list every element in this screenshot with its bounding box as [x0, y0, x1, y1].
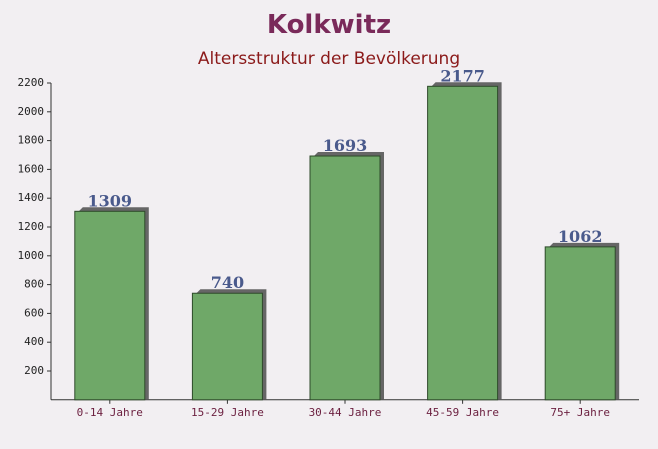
y-tick-label: 600	[24, 306, 44, 319]
y-tick-label: 2000	[18, 105, 45, 118]
bar	[427, 85, 499, 401]
value-label: 1062	[558, 227, 603, 246]
bar	[309, 155, 381, 401]
y-tick-label: 200	[24, 364, 44, 377]
y-tick-label: 800	[24, 278, 44, 291]
x-tick-label: 75+ Jahre	[550, 406, 610, 419]
value-label: 2177	[440, 66, 485, 85]
bar	[191, 292, 263, 401]
y-tick-label: 1400	[18, 191, 45, 204]
value-label: 1693	[323, 136, 368, 155]
value-label: 740	[211, 273, 244, 292]
x-tick-label: 45-59 Jahre	[426, 406, 499, 419]
y-tick-label: 400	[24, 335, 44, 348]
x-tick-label: 0-14 Jahre	[77, 406, 143, 419]
y-tick-label: 1200	[18, 220, 45, 233]
chart-subtitle: Altersstruktur der Bevölkerung	[198, 49, 460, 69]
y-tick-label: 1800	[18, 134, 45, 147]
bar	[544, 246, 616, 401]
y-tick-label: 2200	[18, 76, 45, 89]
chart-title: Kolkwitz	[267, 10, 391, 40]
y-tick-label: 1600	[18, 162, 45, 175]
value-label: 1309	[88, 191, 133, 210]
x-tick-label: 15-29 Jahre	[191, 406, 264, 419]
y-tick-label: 1000	[18, 249, 45, 262]
bar	[74, 210, 146, 401]
x-tick-label: 30-44 Jahre	[309, 406, 382, 419]
